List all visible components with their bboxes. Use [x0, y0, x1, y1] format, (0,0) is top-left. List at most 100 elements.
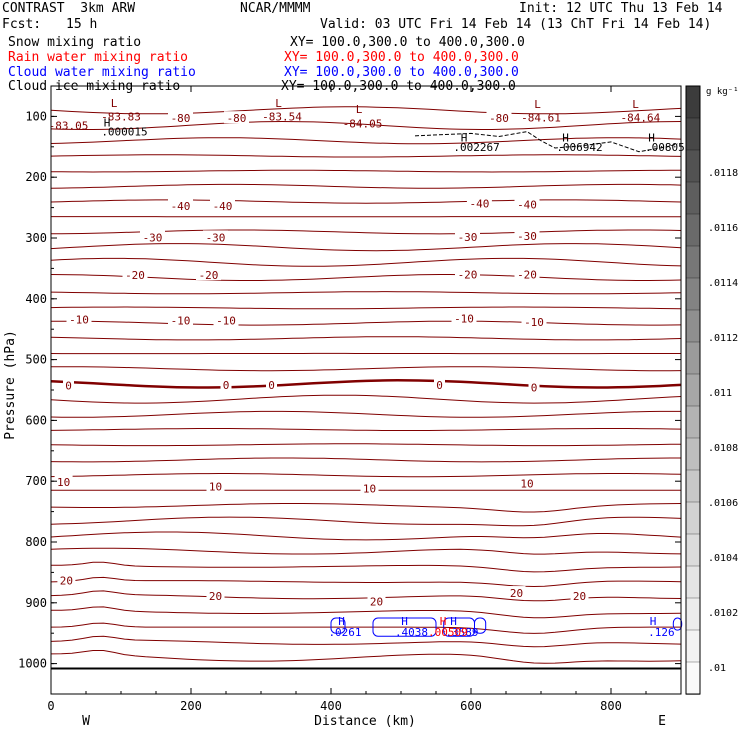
colorbar-swatch [685, 629, 701, 663]
forecast-label: Fcst: [2, 17, 42, 32]
cloud-ice-contour [414, 131, 678, 153]
contour-label: -80 [171, 112, 191, 125]
contour-label-bg [220, 378, 232, 391]
contour-label-bg [486, 111, 512, 124]
y-tick-label: 900 [25, 596, 47, 610]
contour-label: -20 [125, 269, 145, 282]
field-xy-snow: XY= 100.0,300.0 to 400.0,300.0 [290, 35, 525, 50]
contour-label-bg [196, 268, 221, 281]
extremum-label: .000015 [101, 126, 147, 139]
contour-line [50, 516, 682, 527]
contour-label: 20 [209, 590, 222, 603]
extremum-label: H [401, 615, 408, 628]
contour-line [50, 106, 682, 115]
contour-label: -10 [171, 315, 191, 328]
x-axis-label: Distance (km) [314, 714, 416, 729]
contour-line [50, 428, 682, 431]
contour-line [50, 503, 682, 513]
extremum-label: -83.83 [101, 110, 141, 123]
y-tick-label: 500 [25, 353, 47, 367]
contour-label-bg [206, 479, 225, 492]
extremum-label: L [632, 98, 639, 111]
contour-label: -40 [517, 199, 537, 212]
colorbar: .0118 .0116 .0114 .0112 .011 .0108 .0106 .0104.… [685, 85, 738, 695]
contour-line [50, 120, 682, 130]
contour-line [50, 199, 682, 204]
colorbar-label: .0102 [708, 608, 738, 619]
contour-label: -40 [171, 200, 191, 213]
contour-label-bg [455, 229, 480, 242]
y-tick-label: 400 [25, 292, 47, 306]
contour-label-bg [266, 378, 277, 391]
x-tick-label: 200 [180, 699, 202, 713]
contour-label: -80 [489, 112, 509, 125]
contour-label-bg [168, 313, 193, 326]
y-tick-label: 1000 [18, 657, 47, 671]
contour-label-bg [57, 573, 76, 586]
axes: 0 200 400 600 800100200300400500600700800900… [18, 85, 682, 713]
contour-label: -40 [213, 200, 233, 213]
contour-line [50, 291, 682, 295]
contour-line [50, 635, 682, 648]
contour-line [50, 650, 682, 664]
contour-line [51, 366, 682, 372]
contour-line [50, 443, 682, 447]
contour-label: 0 [531, 382, 538, 395]
extremum-label: H [562, 132, 569, 145]
field-xy-cloud-water: XY= 100.0,300.0 to 400.0,300.0 [284, 65, 519, 80]
plot-frame [50, 85, 682, 695]
contour-line [50, 606, 682, 619]
contour-label-bg [528, 380, 540, 393]
colorbar-label: .0104 [708, 553, 738, 564]
x-tick-label: 800 [600, 699, 622, 713]
extremum-label: .0261 [328, 626, 361, 639]
extremum-label: .3589 [445, 626, 478, 639]
contour-label: 10 [520, 478, 533, 491]
contour-line [50, 622, 681, 634]
contour-label: -30 [143, 231, 163, 244]
contour-label: -10 [524, 316, 544, 329]
east-label: E [658, 714, 666, 729]
extremum-label: H [461, 132, 468, 145]
contour-label-bg [360, 481, 379, 494]
colorbar-swatch [685, 117, 701, 151]
extremum-label: H [450, 615, 457, 628]
contour-label-bg [63, 378, 74, 391]
contour-label: 10 [57, 476, 70, 489]
contour-line [50, 154, 682, 158]
organization: NCAR/MMMM [240, 1, 311, 16]
field-name-snow: Snow mixing ratio [8, 35, 142, 50]
field-name-cloud-water: Cloud water mixing ratio [8, 65, 196, 80]
contour-line [50, 394, 682, 404]
contour-line [50, 306, 682, 310]
contour-label: -80 [227, 112, 247, 125]
contour-label-bg [570, 589, 589, 602]
colorbar-unit: g kg⁻¹ [706, 87, 739, 97]
forecast-value: 15 h [66, 17, 98, 32]
contour-line [50, 547, 682, 555]
contour-label: 20 [60, 574, 73, 587]
y-axis-label: Pressure (hPa) [3, 330, 18, 440]
valid-time: Valid: 03 UTC Fri 14 Feb 14 (13 ChT Fri … [320, 17, 712, 32]
extremum-label: H [650, 615, 657, 628]
colorbar-label: .0108 [708, 443, 738, 454]
colorbar-swatch [685, 661, 701, 695]
extremum-label: .00805 [645, 141, 685, 154]
contour-line [50, 183, 682, 189]
contour-line [51, 169, 681, 173]
contour-label: -10 [216, 315, 236, 328]
west-label: W [82, 714, 90, 729]
colorbar-swatch [685, 565, 701, 599]
contour-label-bg [514, 197, 540, 210]
contour-label-bg [168, 198, 193, 211]
colorbar-swatch [685, 85, 701, 119]
temperature-contours [50, 106, 682, 664]
contour-line [51, 561, 682, 573]
contour-label-bg [521, 314, 547, 327]
field-name-rain: Rain water mixing ratio [8, 50, 189, 65]
contour-labels: -80 -80 -80 -40 -40 -40 -40 -30 -30 -30 -30 -20 -20 -… [54, 111, 589, 609]
contour-line [50, 274, 682, 281]
contour-label-bg [122, 268, 148, 281]
colorbar-swatch [685, 405, 701, 439]
